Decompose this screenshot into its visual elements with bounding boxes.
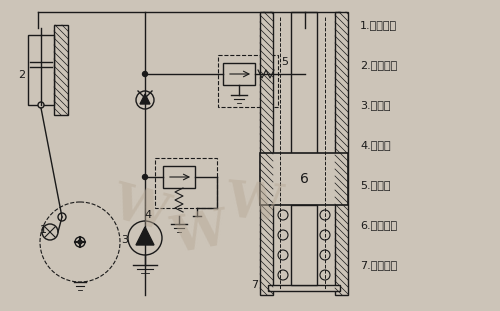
Circle shape — [136, 91, 154, 109]
Circle shape — [42, 224, 58, 240]
Text: W: W — [225, 178, 285, 232]
Bar — [260, 12, 273, 295]
Text: W: W — [168, 206, 232, 264]
Circle shape — [38, 102, 44, 108]
Text: 2.輸入活塞: 2.輸入活塞 — [360, 60, 397, 70]
Bar — [291, 12, 317, 155]
Circle shape — [278, 210, 288, 220]
Bar — [163, 166, 195, 188]
Bar — [218, 55, 278, 107]
Text: 4: 4 — [144, 210, 152, 220]
Circle shape — [78, 240, 82, 244]
Circle shape — [142, 174, 148, 179]
Bar — [54, 25, 68, 115]
Circle shape — [75, 237, 85, 247]
Text: 7.回程彈簧: 7.回程彈簧 — [360, 260, 397, 270]
Text: 1.曲柄連桿: 1.曲柄連桿 — [360, 20, 397, 30]
Circle shape — [278, 270, 288, 280]
Bar — [291, 205, 317, 285]
Circle shape — [320, 210, 330, 220]
Text: 5: 5 — [282, 57, 288, 67]
Circle shape — [278, 230, 288, 240]
Text: 2: 2 — [18, 70, 26, 80]
Text: 6: 6 — [300, 172, 308, 186]
Circle shape — [278, 250, 288, 260]
Text: 6.輸出活塞: 6.輸出活塞 — [360, 220, 397, 230]
Circle shape — [320, 250, 330, 260]
Circle shape — [128, 221, 162, 255]
Circle shape — [58, 213, 66, 221]
Circle shape — [142, 72, 148, 77]
Polygon shape — [136, 227, 154, 245]
Bar — [155, 158, 217, 208]
Text: 3: 3 — [122, 235, 128, 245]
Bar — [223, 63, 255, 85]
Text: 1: 1 — [40, 225, 46, 235]
Text: 3.補油泵: 3.補油泵 — [360, 100, 390, 110]
Bar — [28, 35, 54, 105]
Circle shape — [320, 270, 330, 280]
Text: 5.安全閥: 5.安全閥 — [360, 180, 390, 190]
Circle shape — [320, 230, 330, 240]
Polygon shape — [140, 94, 150, 104]
Bar — [260, 153, 348, 205]
Text: 7: 7 — [252, 280, 258, 290]
Bar — [268, 285, 340, 291]
Bar — [335, 12, 348, 295]
Text: W: W — [106, 179, 174, 241]
Text: 4.溢流閥: 4.溢流閥 — [360, 140, 390, 150]
